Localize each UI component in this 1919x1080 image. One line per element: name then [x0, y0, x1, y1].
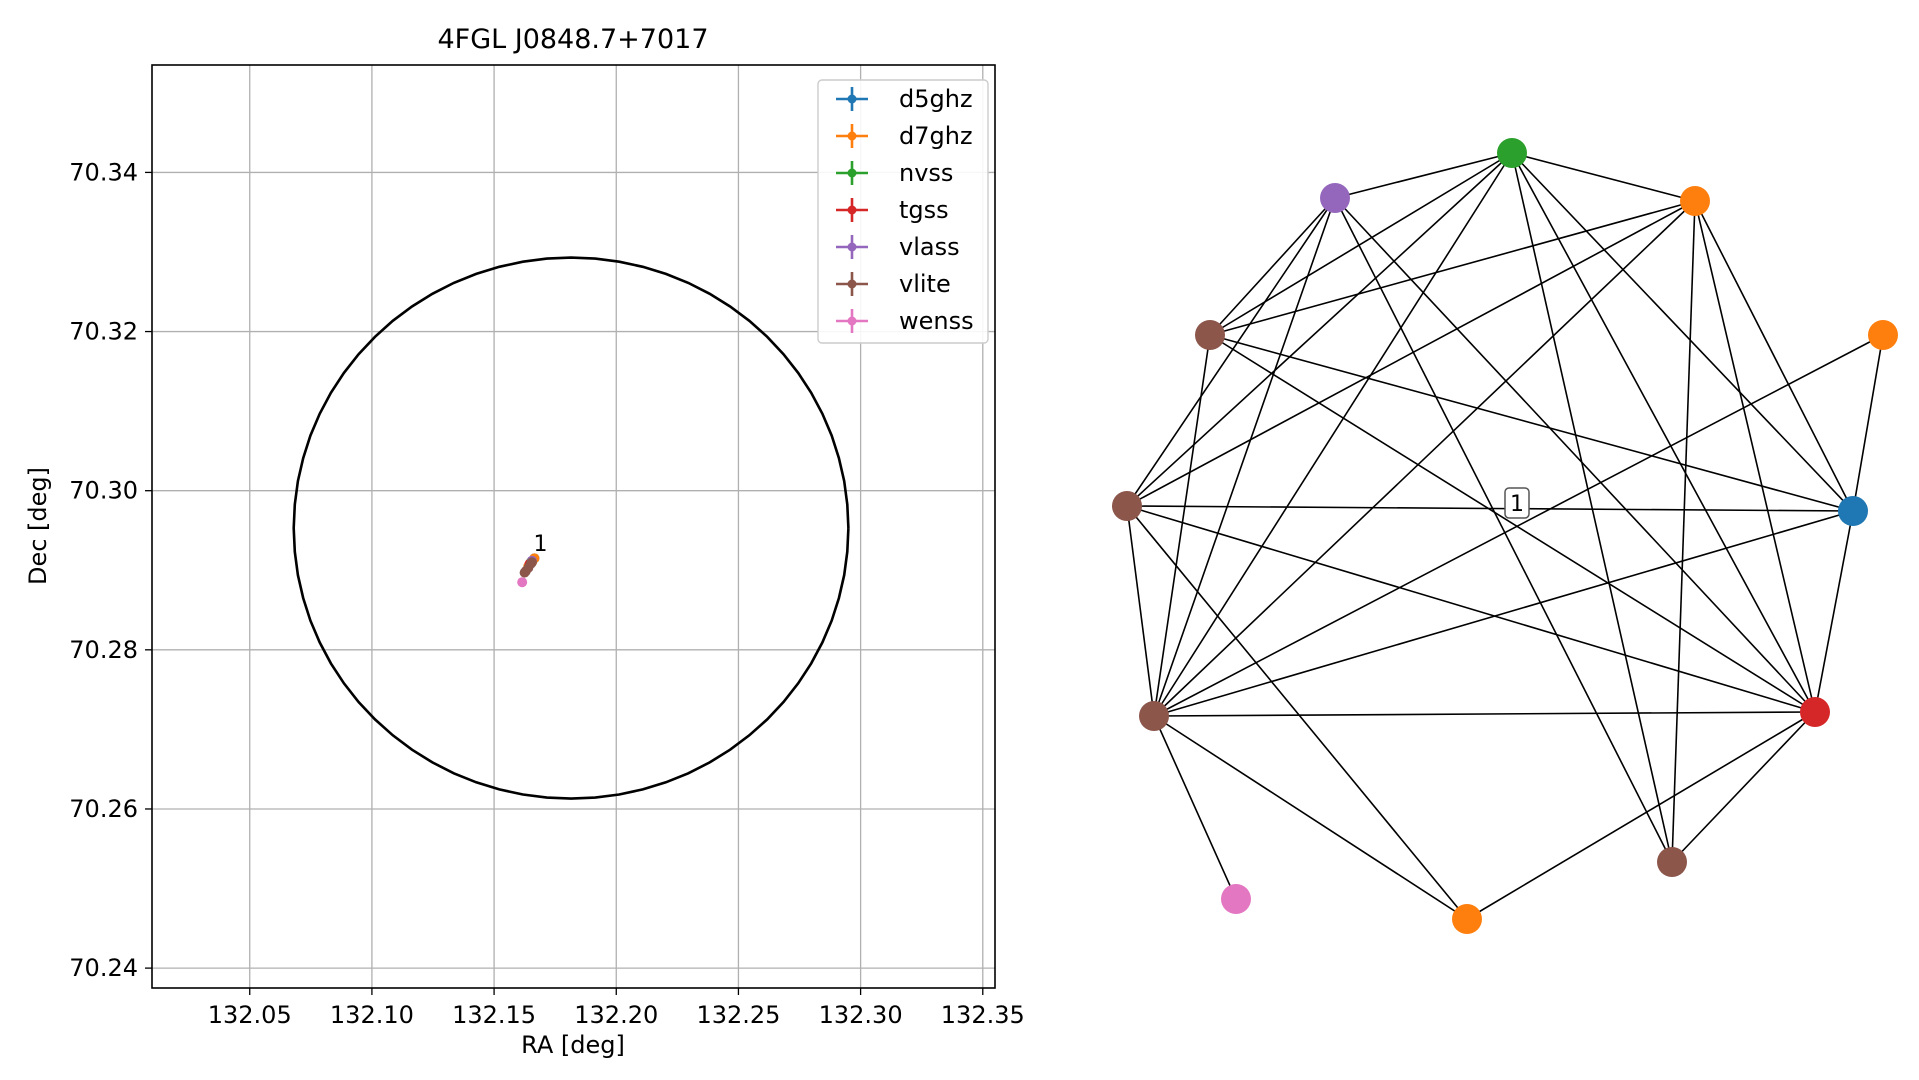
y-tick-label: 70.32 [69, 318, 138, 346]
graph-node-brown-left [1112, 491, 1142, 521]
legend-label-wenss: wenss [899, 307, 974, 335]
legend-label-d7ghz: d7ghz [899, 122, 973, 150]
legend: d5ghz d7ghz nvss tgss vlass vlite wenss [817, 79, 989, 344]
x-tick-label: 132.35 [941, 1001, 1025, 1029]
graph-edge [1209, 334, 1854, 512]
graph-node-green [1497, 138, 1527, 168]
x-tick-label: 132.05 [208, 1001, 292, 1029]
graph-edge [1153, 200, 1696, 717]
graph-edge [1511, 152, 1816, 713]
graph-node-brown-lower [1139, 701, 1169, 731]
x-tick-label: 132.15 [452, 1001, 536, 1029]
data-points [517, 553, 540, 588]
y-tick-label: 70.28 [69, 636, 138, 664]
graph-node-red [1800, 697, 1830, 727]
y-axis-label: Dec [deg] [24, 467, 52, 585]
scatter-chart: 4FGL J0848.7+7017 1 132.05 132.10 132.15 13… [24, 24, 1025, 1059]
x-tick-label: 132.10 [330, 1001, 414, 1029]
graph-node-purple [1320, 183, 1350, 213]
grid [152, 65, 995, 988]
graph-edge [1126, 505, 1816, 713]
y-tick-label: 70.30 [69, 477, 138, 505]
graph-nodes [1112, 138, 1898, 934]
graph-edge [1511, 152, 1696, 202]
graph-label-box [1504, 487, 1530, 519]
graph-edge [1126, 152, 1513, 507]
legend-dot-d7ghz [847, 131, 857, 141]
graph-edge [1694, 200, 1816, 713]
graph-node-orange-right [1868, 320, 1898, 350]
graph-edge [1694, 200, 1854, 512]
graph-edge [1153, 334, 1884, 717]
graph-edge [1153, 152, 1513, 717]
x-tick-label: 132.20 [574, 1001, 658, 1029]
graph-edge [1153, 715, 1237, 900]
legend-label-tgss: tgss [899, 196, 949, 224]
graph-edges [1126, 152, 1884, 920]
graph-edge [1814, 510, 1854, 713]
legend-dot-vlass [847, 242, 857, 252]
legend-dot-d5ghz [847, 94, 857, 104]
graph-edge [1671, 711, 1816, 863]
graph-node-brown-bottom [1657, 847, 1687, 877]
legend-dot-vlite [847, 279, 857, 289]
graph-node-pink [1221, 884, 1251, 914]
graph-edge [1209, 197, 1336, 336]
graph-edge [1209, 152, 1513, 336]
graph-edge [1126, 197, 1336, 507]
graph-node-blue [1838, 496, 1868, 526]
graph-edge [1466, 711, 1816, 920]
axis-ticks: 132.05 132.10 132.15 132.20 132.25 132.30 132.… [69, 158, 1024, 1029]
network-graph: 1 [1112, 138, 1898, 934]
plot-frame [151, 64, 996, 989]
graph-node-brown-upper [1195, 320, 1225, 350]
x-tick-label: 132.25 [696, 1001, 780, 1029]
legend-dot-tgss [847, 205, 857, 215]
point-vlite [526, 557, 537, 568]
legend-dot-wenss [847, 316, 857, 326]
legend-box [817, 79, 989, 344]
graph-edge [1153, 715, 1468, 920]
graph-edge [1209, 334, 1816, 713]
graph-node-orange-top [1680, 186, 1710, 216]
legend-label-nvss: nvss [899, 159, 953, 187]
y-tick-label: 70.26 [69, 795, 138, 823]
x-axis-label: RA [deg] [521, 1031, 625, 1059]
graph-edge [1511, 152, 1673, 863]
legend-label-d5ghz: d5ghz [899, 85, 973, 113]
x-tick-label: 132.30 [819, 1001, 903, 1029]
graph-edge [1126, 505, 1854, 512]
point-wenss [517, 577, 528, 588]
annotations: 1 [534, 532, 548, 557]
y-tick-label: 70.34 [69, 158, 138, 186]
graph-node-orange-bottom [1452, 904, 1482, 934]
legend-label-vlite: vlite [899, 270, 951, 298]
graph-edge [1126, 505, 1155, 717]
chart-title: 4FGL J0848.7+7017 [437, 24, 708, 55]
error-ellipse-outline [292, 256, 850, 800]
graph-label-text: 1 [1510, 492, 1524, 517]
graph-edge [1153, 334, 1211, 717]
graph-edge [1671, 200, 1696, 863]
graph-edge [1153, 711, 1816, 717]
graph-edge [1153, 510, 1854, 717]
graph-edge [1153, 197, 1336, 717]
y-tick-label: 70.24 [69, 954, 138, 982]
graph-edge [1126, 505, 1468, 920]
legend-label-vlass: vlass [899, 233, 960, 261]
graph-edge [1209, 200, 1696, 336]
graph-edge [1126, 200, 1696, 507]
graph-label: 1 [1504, 487, 1530, 519]
point-vlite [519, 567, 530, 578]
error-ellipse [292, 256, 850, 800]
graph-edge [1852, 334, 1884, 512]
graph-edge [1334, 152, 1513, 199]
legend-dot-nvss [847, 168, 857, 178]
graph-edge [1511, 152, 1854, 512]
graph-edge [1334, 197, 1673, 863]
point-annotation: 1 [534, 532, 548, 557]
graph-edge [1334, 197, 1816, 713]
